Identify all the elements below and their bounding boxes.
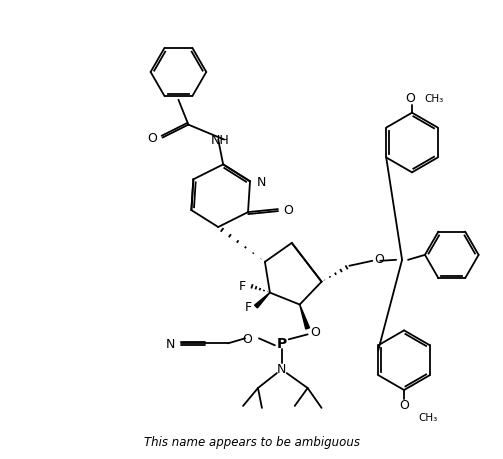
- Text: N: N: [257, 175, 267, 188]
- Text: This name appears to be ambiguous: This name appears to be ambiguous: [144, 435, 360, 448]
- Text: CH₃: CH₃: [424, 94, 443, 104]
- Text: F: F: [245, 300, 252, 313]
- Text: O: O: [242, 332, 252, 345]
- Polygon shape: [300, 305, 309, 329]
- Text: O: O: [374, 253, 384, 266]
- Text: O: O: [311, 325, 320, 338]
- Text: CH₃: CH₃: [418, 412, 437, 422]
- Polygon shape: [255, 293, 270, 308]
- Text: N: N: [277, 362, 287, 375]
- Text: O: O: [283, 203, 293, 216]
- Text: O: O: [148, 132, 157, 145]
- Text: NH: NH: [210, 134, 229, 147]
- Text: O: O: [399, 398, 409, 412]
- Text: O: O: [405, 92, 415, 105]
- Text: N: N: [166, 337, 176, 350]
- Text: F: F: [239, 280, 246, 292]
- Text: P: P: [277, 336, 287, 351]
